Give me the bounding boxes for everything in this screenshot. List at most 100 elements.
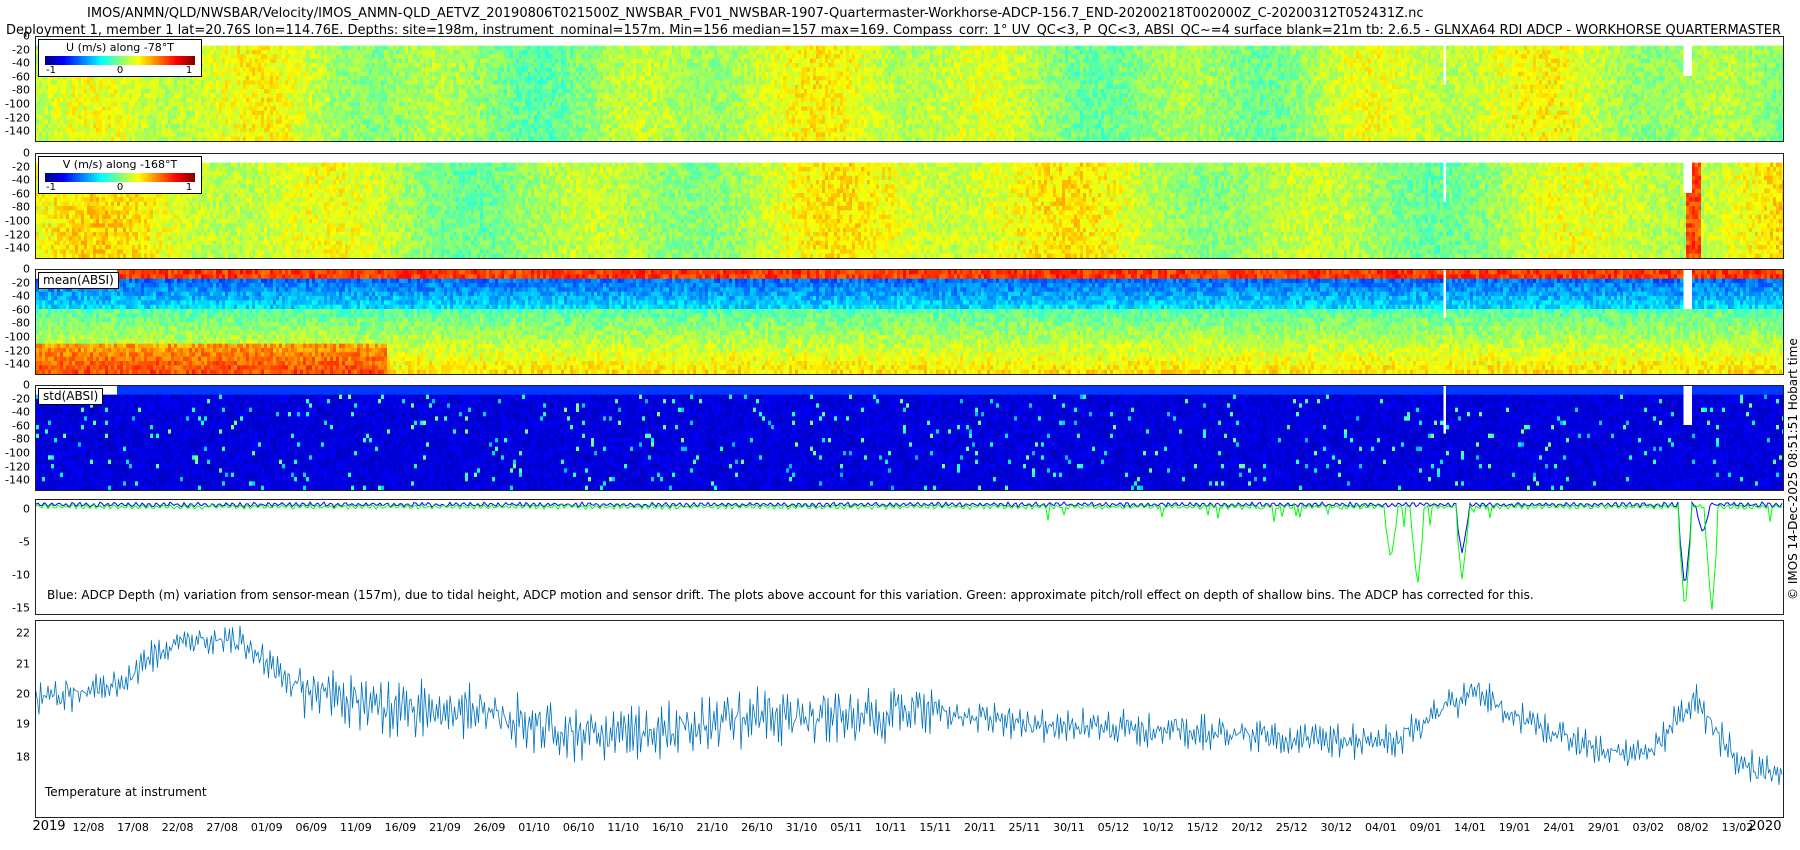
heatmap-cell xyxy=(189,97,193,103)
heatmap-cell xyxy=(159,132,163,138)
heatmap-cell xyxy=(150,80,154,86)
heatmap-cell xyxy=(273,80,277,86)
heatmap-cell xyxy=(705,106,709,112)
heatmap-cell xyxy=(240,54,244,60)
heatmap-cell xyxy=(243,63,247,68)
heatmap-cell xyxy=(315,97,319,103)
heatmap-cell xyxy=(357,119,361,125)
heatmap-cell xyxy=(270,84,274,90)
heatmap-cell xyxy=(51,102,55,107)
heatmap-cell xyxy=(375,50,379,55)
heatmap-cell xyxy=(453,110,457,116)
heatmap-cell xyxy=(279,110,283,116)
heatmap-cell xyxy=(630,97,634,103)
heatmap-cell xyxy=(435,58,439,64)
heatmap-cell xyxy=(603,128,607,133)
heatmap-cell xyxy=(435,67,439,73)
heatmap-cell xyxy=(390,89,394,94)
heatmap-cell xyxy=(489,102,493,107)
heatmap-cell xyxy=(474,93,478,99)
heatmap-cell xyxy=(522,80,526,86)
heatmap-cell xyxy=(468,89,472,94)
heatmap-cell xyxy=(285,123,289,129)
heatmap-cell xyxy=(405,106,409,112)
heatmap-cell xyxy=(420,76,424,81)
heatmap-cell xyxy=(465,84,469,90)
heatmap-cell xyxy=(390,45,394,51)
heatmap-cell xyxy=(387,93,391,99)
heatmap-cell xyxy=(534,50,538,55)
heatmap-cell xyxy=(546,136,550,141)
heatmap-cell xyxy=(477,45,481,51)
heatmap-cell xyxy=(93,84,97,90)
heatmap-cell xyxy=(642,76,646,81)
heatmap-cell xyxy=(351,119,355,125)
heatmap-cell xyxy=(417,45,421,51)
heatmap-cell xyxy=(576,97,580,103)
heatmap-cell xyxy=(153,115,157,120)
heatmap-cell xyxy=(396,115,400,120)
heatmap-cell xyxy=(303,63,307,68)
heatmap-cell xyxy=(288,67,292,73)
heatmap-cell xyxy=(507,67,511,73)
heatmap-cell xyxy=(45,102,49,107)
heatmap-cell xyxy=(222,63,226,68)
heatmap-cell xyxy=(672,123,676,129)
heatmap-cell xyxy=(426,132,430,138)
heatmap-cell xyxy=(303,123,307,129)
heatmap-cell xyxy=(582,97,586,103)
heatmap-cell xyxy=(321,115,325,120)
heatmap-cell xyxy=(615,58,619,64)
heatmap-cell xyxy=(672,45,676,51)
heatmap-cell xyxy=(639,63,643,68)
heatmap-cell xyxy=(633,67,637,73)
heatmap-cell xyxy=(483,58,487,64)
heatmap-cell xyxy=(225,110,229,116)
heatmap-cell xyxy=(300,58,304,64)
heatmap-cell xyxy=(675,106,679,112)
heatmap-cell xyxy=(402,115,406,120)
heatmap-cell xyxy=(681,93,685,99)
heatmap-cell xyxy=(345,93,349,99)
heatmap-cell xyxy=(393,89,397,94)
heatmap-cell xyxy=(558,45,562,51)
heatmap-cell xyxy=(285,93,289,99)
heatmap-cell xyxy=(444,45,448,51)
heatmap-cell xyxy=(423,93,427,99)
heatmap-cell xyxy=(264,93,268,99)
heatmap-cell xyxy=(207,119,211,125)
heatmap-cell xyxy=(699,106,703,112)
heatmap-cell xyxy=(381,123,385,129)
heatmap-cell xyxy=(363,58,367,64)
heatmap-cell xyxy=(624,115,628,120)
heatmap-cell xyxy=(411,102,415,107)
heatmap-cell xyxy=(702,80,706,86)
heatmap-cell xyxy=(285,58,289,64)
heatmap-cell xyxy=(663,93,667,99)
heatmap-cell xyxy=(216,45,220,51)
heatmap-cell xyxy=(651,76,655,81)
heatmap-cell xyxy=(360,76,364,81)
heatmap-cell xyxy=(153,132,157,138)
heatmap-cell xyxy=(264,50,268,55)
heatmap-cell xyxy=(228,71,232,77)
heatmap-cell xyxy=(648,128,652,133)
heatmap-cell xyxy=(597,76,601,81)
heatmap-cell xyxy=(519,106,523,112)
heatmap-cell xyxy=(711,45,715,51)
heatmap-cell xyxy=(705,45,709,51)
heatmap-cell xyxy=(240,119,244,125)
heatmap-cell xyxy=(213,71,217,77)
heatmap-cell xyxy=(69,123,73,129)
heatmap-cell xyxy=(84,97,88,103)
heatmap-cell xyxy=(63,80,67,86)
heatmap-cell xyxy=(477,58,481,64)
heatmap-cell xyxy=(546,76,550,81)
heatmap-cell xyxy=(300,67,304,73)
heatmap-cell xyxy=(321,45,325,51)
heatmap-cell xyxy=(618,54,622,60)
heatmap-cell xyxy=(348,76,352,81)
heatmap-cell xyxy=(642,123,646,129)
heatmap-cell xyxy=(687,132,691,138)
heatmap-cell xyxy=(648,102,652,107)
